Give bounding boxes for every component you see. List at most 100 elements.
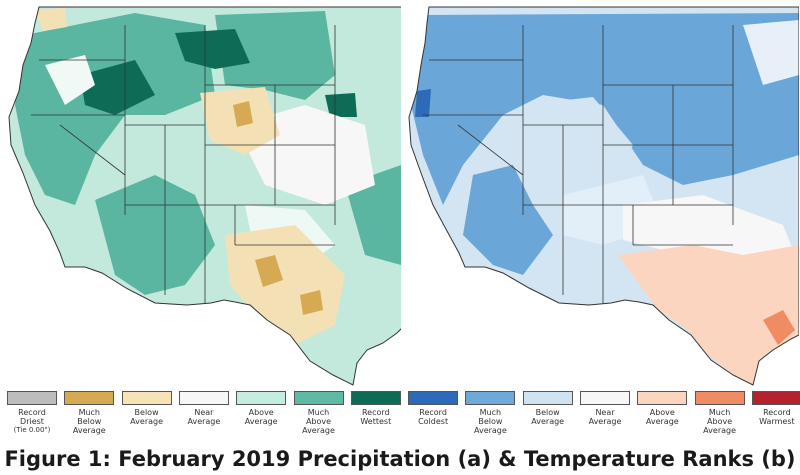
legend-label: Record Wettest xyxy=(351,408,401,426)
legend-label-line: Below xyxy=(535,408,560,417)
legend-sublabel: (Tie 0.00") xyxy=(13,426,51,434)
legend-label-line: Average xyxy=(588,417,622,426)
legend-swatch xyxy=(694,391,745,405)
legend-swatch xyxy=(580,391,630,405)
legend-label: Near Average xyxy=(179,408,229,426)
legend-label-line: Near xyxy=(595,408,615,417)
legend-swatch xyxy=(350,391,401,405)
legend-label-line: Average xyxy=(130,417,164,426)
temp-above-average-texas xyxy=(618,245,799,385)
legend-label-line: Record xyxy=(361,408,390,417)
legend-label-line: Average xyxy=(72,426,106,435)
legend-label-line: Average xyxy=(645,417,679,426)
temp-below-average-great-basin xyxy=(523,97,633,195)
legend-swatch xyxy=(408,391,459,405)
legend-label-line: Record xyxy=(419,408,447,417)
legend-label: Much Below Average xyxy=(465,408,515,435)
legend-item: Much Above Average xyxy=(694,391,745,435)
legend-label-line: Wettest xyxy=(360,417,392,426)
legend-label: Above Average xyxy=(637,408,687,426)
temp-much-above-gulf-coast xyxy=(763,310,795,345)
legend-label: Much Above Average xyxy=(695,408,745,435)
legend-label-line: Above xyxy=(707,417,733,426)
legend-label: Below Average xyxy=(523,408,573,426)
legend-swatch xyxy=(637,391,688,405)
legend-label-line: Much xyxy=(78,408,101,417)
legend-item: Below Average xyxy=(121,391,172,426)
legend-swatch xyxy=(178,391,229,405)
legend-label-line: Coldest xyxy=(418,417,449,426)
legend-item: Much Below Average xyxy=(64,391,115,435)
legend-swatch xyxy=(522,391,573,405)
legend-item: Above Average xyxy=(637,391,688,426)
precip-outline xyxy=(8,6,401,386)
legend-label: Much Below Average xyxy=(64,408,114,435)
legend: Record Driest (Tie 0.00") Much Below Average B… xyxy=(0,391,800,443)
legend-label-line: Below xyxy=(134,408,159,417)
temp-near-average-great-lakes xyxy=(743,20,799,85)
legend-label-line: Average xyxy=(187,417,221,426)
temp-much-below-north xyxy=(411,13,799,205)
legend-label-line: Record xyxy=(763,408,791,417)
legend-label-line: Warmest xyxy=(759,417,795,426)
legend-item: Record Driest (Tie 0.00") xyxy=(7,391,57,434)
temp-much-below-southwest xyxy=(463,165,553,275)
temperature-map xyxy=(403,5,799,387)
precipitation-map xyxy=(5,5,401,387)
legend-label-line: Much xyxy=(307,408,330,417)
temp-record-coldest-oregon xyxy=(415,89,431,117)
legend-label: Much Above Average xyxy=(294,408,344,435)
legend-swatch xyxy=(293,391,344,405)
legend-item: Record Warmest xyxy=(751,391,800,426)
legend-label-line: Below xyxy=(77,417,102,426)
legend-swatch xyxy=(7,391,57,405)
legend-label-line: Average xyxy=(703,426,737,435)
precip-below-average-puget xyxy=(35,8,67,31)
legend-item: Near Average xyxy=(580,391,630,426)
legend-swatch xyxy=(751,391,800,405)
precip-much-below-texas-east xyxy=(300,290,323,315)
legend-item: Much Below Average xyxy=(465,391,516,435)
legend-swatch xyxy=(121,391,172,405)
legend-label: Below Average xyxy=(122,408,172,426)
legend-item: Above Average xyxy=(236,391,287,426)
legend-item: Record Coldest xyxy=(408,391,459,426)
legend-swatch xyxy=(64,391,115,405)
legend-swatch xyxy=(465,391,516,405)
legend-item: Near Average xyxy=(178,391,229,426)
legend-label-line: Near xyxy=(194,408,214,417)
legend-label: Near Average xyxy=(580,408,630,426)
legend-label-line: Average xyxy=(531,417,565,426)
temp-state-borders xyxy=(423,25,734,305)
precip-record-wettest-dakota xyxy=(325,93,357,117)
legend-label: Record Coldest xyxy=(408,408,458,426)
legend-label: Record Driest (Tie 0.00") xyxy=(7,408,57,434)
precip-record-wettest-idaho xyxy=(80,60,155,115)
legend-label-line: Much xyxy=(708,408,731,417)
legend-label: Above Average xyxy=(236,408,286,426)
legend-label-line: Above xyxy=(649,408,675,417)
figure-caption: Figure 1: February 2019 Precipitation (a… xyxy=(4,447,796,471)
precip-near-average-washington xyxy=(45,55,95,105)
temp-near-average-southern-plains xyxy=(623,195,799,265)
legend-label-line: Record xyxy=(18,408,46,417)
legend-label-line: Average xyxy=(473,426,507,435)
temp-outline xyxy=(408,6,799,386)
legend-item: Below Average xyxy=(522,391,573,426)
precip-much-below-texas xyxy=(255,255,283,287)
precip-much-below-wyoming xyxy=(233,101,253,127)
precip-much-above-northern-plains xyxy=(215,11,335,100)
legend-label: Record Warmest xyxy=(752,408,800,426)
legend-label-line: Above xyxy=(305,417,332,426)
legend-label-line: Average xyxy=(302,426,335,435)
legend-swatch xyxy=(236,391,287,405)
legend-item: Much Above Average xyxy=(293,391,344,435)
precip-record-wettest-montana xyxy=(175,29,250,69)
legend-label-line: Above xyxy=(248,408,274,417)
legend-label-line: Much xyxy=(479,408,502,417)
legend-item: Record Wettest xyxy=(350,391,401,426)
precip-state-borders xyxy=(31,25,336,305)
legend-label-line: Average xyxy=(244,417,278,426)
legend-label-line: Below xyxy=(478,417,503,426)
legend-label-line: Driest xyxy=(20,417,44,426)
